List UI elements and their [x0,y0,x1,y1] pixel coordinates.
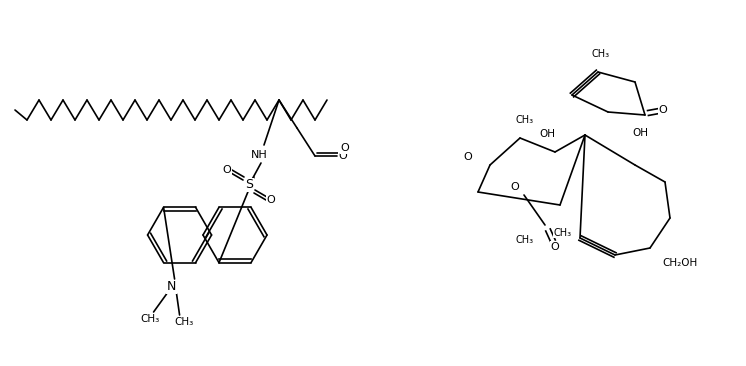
Text: CH₃: CH₃ [516,235,534,245]
Text: O: O [266,195,275,205]
Text: CH₃: CH₃ [174,317,193,327]
Text: O: O [339,151,348,161]
Text: CH₃: CH₃ [592,49,610,59]
Text: CH₃: CH₃ [140,314,159,324]
Text: O: O [463,152,472,162]
Text: O: O [551,242,560,252]
Text: CH₃: CH₃ [516,115,534,125]
Text: N: N [167,280,176,294]
Text: NH: NH [251,150,267,160]
Text: S: S [245,179,253,191]
Text: OH: OH [632,128,648,138]
Text: CH₃: CH₃ [554,228,572,238]
Text: OH: OH [539,129,555,139]
Text: O: O [510,182,519,192]
Text: O: O [659,105,668,115]
Text: O: O [341,143,349,153]
Text: O: O [222,165,231,175]
Text: CH₂OH: CH₂OH [662,258,698,268]
